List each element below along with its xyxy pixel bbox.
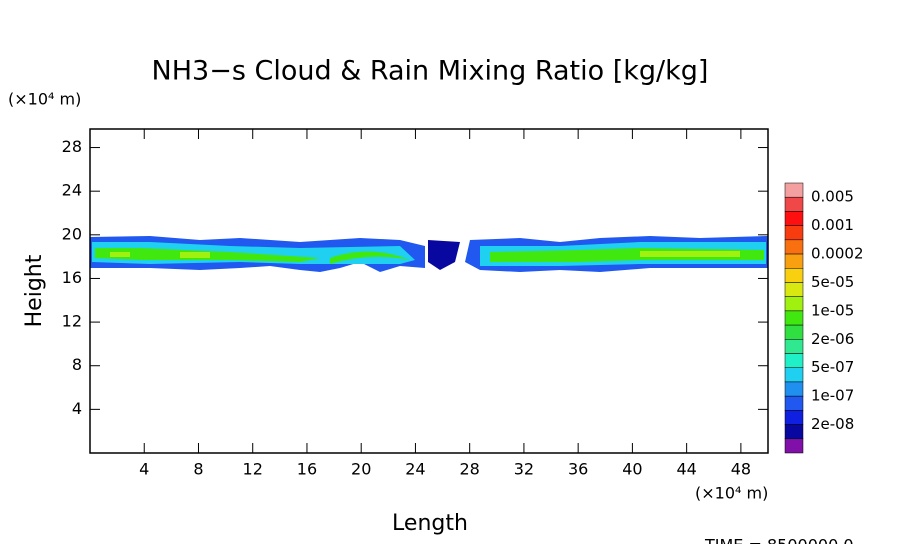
y-tick-label: 28 xyxy=(62,137,82,156)
colorbar-label: 2e-08 xyxy=(811,415,854,433)
cloud-field xyxy=(90,236,768,272)
colorbar-swatch xyxy=(784,182,804,198)
colorbar-swatch xyxy=(784,395,804,411)
colorbar-label: 0.005 xyxy=(811,188,854,206)
x-tick-label: 12 xyxy=(243,460,263,479)
y-tick-label: 24 xyxy=(62,181,82,200)
x-tick-label: 48 xyxy=(731,460,751,479)
colorbar-label: 5e-07 xyxy=(811,358,854,376)
x-unit: (×10⁴ m) xyxy=(695,484,768,503)
colorbar-swatch xyxy=(784,438,804,454)
colorbar-label: 0.0002 xyxy=(811,245,864,263)
x-tick-label: 44 xyxy=(676,460,696,479)
x-tick-label: 20 xyxy=(351,460,371,479)
y-tick-label: 16 xyxy=(62,268,82,287)
y-tick-label: 20 xyxy=(62,224,82,243)
x-tick-label: 36 xyxy=(568,460,588,479)
colorbar-swatch xyxy=(784,253,804,269)
colorbar-swatch xyxy=(784,381,804,397)
colorbar-swatch xyxy=(784,310,804,326)
time-annotation: TIME = 8500000.0 xyxy=(704,536,854,545)
x-tick-label: 8 xyxy=(193,460,203,479)
x-tick-label: 40 xyxy=(622,460,642,479)
colorbar-swatch xyxy=(784,324,804,340)
colorbar-swatch xyxy=(784,196,804,212)
x-tick-label: 28 xyxy=(460,460,480,479)
colorbar-swatch xyxy=(784,339,804,354)
colorbar-swatch xyxy=(784,239,804,255)
colorbar-swatch xyxy=(784,353,804,368)
plot-frame xyxy=(89,128,769,454)
x-tick-label: 4 xyxy=(139,460,149,479)
colorbar-label: 0.001 xyxy=(811,216,854,234)
colorbar-swatch xyxy=(784,225,804,241)
colorbar-swatch xyxy=(784,410,804,425)
colorbar-swatch xyxy=(784,296,804,312)
x-tick-label: 16 xyxy=(297,460,317,479)
colorbar-swatch xyxy=(784,211,804,226)
chart-title: NH3−s Cloud & Rain Mixing Ratio [kg/kg] xyxy=(152,56,709,87)
x-tick-label: 24 xyxy=(405,460,425,479)
colorbar-swatch xyxy=(784,424,804,440)
y-tick-label: 12 xyxy=(62,312,82,331)
y-axis-label: Height xyxy=(22,254,47,327)
colorbar-label: 1e-07 xyxy=(811,387,854,405)
y-unit: (×10⁴ m) xyxy=(8,90,81,109)
colorbar-label: 1e-05 xyxy=(811,301,854,319)
colorbar-swatch xyxy=(784,367,804,383)
colorbar-swatch xyxy=(784,268,804,283)
x-axis-label: Length xyxy=(392,511,468,536)
colorbar-swatch xyxy=(784,282,804,297)
x-tick-label: 32 xyxy=(514,460,534,479)
y-tick-label: 4 xyxy=(72,399,82,418)
y-tick-label: 8 xyxy=(72,355,82,374)
colorbar-label: 2e-06 xyxy=(811,330,854,348)
colorbar-label: 5e-05 xyxy=(811,273,854,291)
